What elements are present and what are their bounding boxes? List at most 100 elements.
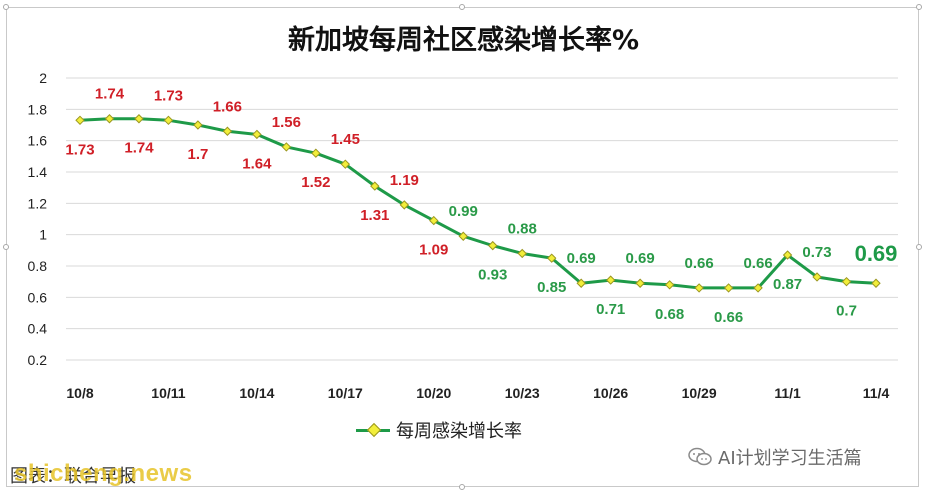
source-note: 图表：联合早报 [10,466,136,487]
data-label: 0.7 [836,303,857,320]
data-point-marker [576,278,586,288]
data-point-marker [163,115,174,126]
data-label: 0.73 [802,244,831,261]
data-point-marker [134,114,144,124]
y-tick-label: 2 [39,70,47,86]
data-label: 0.69 [855,241,898,266]
data-point-marker [871,278,881,288]
data-label: 1.73 [154,87,183,104]
data-point-marker [75,115,85,126]
data-point-marker [694,283,704,293]
data-point-marker [252,129,262,140]
data-label: 0.66 [743,255,772,272]
x-tick-label: 10/26 [593,385,628,401]
data-labels: 1.73 1.74 1.74 1.73 1.7 1.66 1.64 1.56 1.52 1.45 1… [65,86,897,326]
data-point-marker [399,200,410,210]
data-point-marker [723,283,734,293]
resize-handle-top-left[interactable] [3,4,9,10]
data-label: 0.69 [626,250,655,267]
chart-frame [6,7,919,487]
data-point-marker [753,283,763,293]
data-label: 1.64 [242,155,272,172]
data-point-marker [517,248,527,259]
resize-handle-top-right[interactable] [916,4,922,10]
data-point-marker [635,278,645,288]
data-point-marker [104,114,115,124]
data-label: 1.66 [213,98,242,115]
x-tick-label: 11/1 [774,385,801,401]
data-label: 0.88 [508,220,537,237]
data-point-marker [193,120,203,130]
x-tick-label: 10/14 [239,385,274,401]
resize-handle-left[interactable] [3,244,9,250]
data-point-marker [546,253,557,263]
data-label: 1.74 [95,86,125,103]
x-tick-label: 10/8 [66,385,93,401]
x-tick-label: 10/29 [682,385,717,401]
x-tick-label: 10/20 [416,385,451,401]
data-label: 1.19 [390,172,419,189]
data-label: 1.45 [331,131,360,148]
y-tick-label: 0.8 [28,258,48,274]
credit: AI计划学习生活篇 [688,444,862,470]
y-tick-label: 0.2 [28,352,48,368]
legend: 每周感染增长率 [356,419,522,442]
data-point-marker [340,159,351,169]
data-label: 0.66 [714,309,743,326]
data-point-marker [605,275,616,285]
y-tick-label: 0.4 [28,321,48,337]
resize-handle-right[interactable] [916,244,922,250]
y-tick-label: 1.2 [28,195,48,211]
legend-series-swatch [356,422,390,437]
data-label: 0.69 [567,250,596,267]
data-label: 1.52 [301,174,330,191]
data-point-marker [370,181,380,191]
watermark: shicheng.news [14,460,193,487]
series-markers [75,114,881,293]
resize-handle-bottom-center[interactable] [459,484,465,490]
data-label: 1.7 [187,146,208,163]
series-line [79,117,877,290]
data-point-marker [782,250,793,260]
legend-marker-icon [366,422,382,437]
y-axis-tick-labels: 0.2 0.4 0.6 0.8 1 1.2 1.4 1.6 1.8 2 [28,70,48,368]
y-tick-label: 1.8 [28,101,48,117]
data-label: 1.56 [272,114,301,131]
x-tick-label: 11/4 [863,385,890,401]
chart-title: 新加坡每周社区感染增长率% [287,25,640,56]
data-label: 0.93 [478,267,507,284]
data-label: 1.73 [65,141,94,158]
data-point-marker [664,280,675,290]
x-axis-tick-labels: 10/8 10/11 10/14 10/17 10/20 10/23 10/26 10/29 1… [66,385,889,401]
x-tick-label: 10/17 [328,385,363,401]
gridlines [66,77,898,361]
y-tick-label: 1.6 [28,133,48,149]
resize-handle-top-center[interactable] [459,4,465,10]
data-point-marker [222,126,233,136]
data-label: 0.85 [537,279,566,296]
data-point-marker [812,272,822,282]
x-tick-label: 10/23 [505,385,540,401]
data-label: 0.87 [773,276,802,293]
data-label: 0.68 [655,306,684,323]
data-point-marker [488,240,498,251]
data-label: 0.99 [449,203,478,220]
data-point-marker [458,231,468,241]
data-label: 1.31 [360,207,389,224]
credit-text: AI计划学习生活篇 [718,448,862,469]
data-label: 0.71 [596,301,625,318]
legend-series-label: 每周感染增长率 [396,421,522,442]
x-tick-label: 10/11 [151,385,185,401]
y-tick-label: 0.6 [28,289,48,305]
wechat-icon [688,447,712,467]
data-point-marker [311,148,321,158]
data-label: 1.74 [124,140,154,157]
y-tick-label: 1 [39,227,47,243]
y-tick-label: 1.4 [28,164,48,180]
data-point-marker [281,142,292,152]
data-point-marker [841,276,852,287]
data-label: 1.09 [419,242,448,259]
data-point-marker [429,215,439,226]
data-label: 0.66 [685,255,714,272]
